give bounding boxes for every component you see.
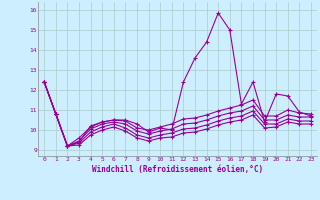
X-axis label: Windchill (Refroidissement éolien,°C): Windchill (Refroidissement éolien,°C): [92, 165, 263, 174]
